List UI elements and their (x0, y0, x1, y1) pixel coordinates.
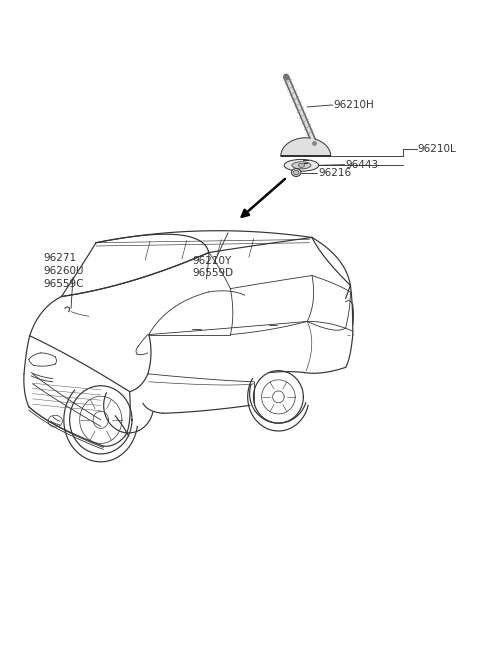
Ellipse shape (284, 159, 319, 171)
Text: 96216: 96216 (318, 167, 351, 178)
Ellipse shape (291, 169, 301, 176)
Text: 96271
96260U
96559C: 96271 96260U 96559C (43, 253, 84, 289)
Ellipse shape (299, 163, 304, 167)
Text: 96443: 96443 (346, 159, 379, 170)
Ellipse shape (293, 171, 299, 174)
Text: 96210Y
96559D: 96210Y 96559D (192, 256, 233, 278)
Text: 96210L: 96210L (418, 144, 456, 154)
Text: 96210H: 96210H (334, 100, 374, 110)
Polygon shape (281, 138, 331, 156)
Ellipse shape (292, 162, 311, 169)
